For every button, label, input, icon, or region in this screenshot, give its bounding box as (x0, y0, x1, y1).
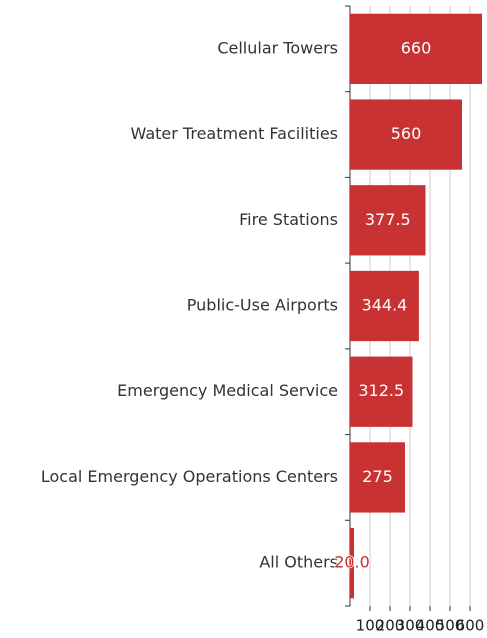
x-tick-label: 100 (356, 617, 385, 635)
value-label: 20.0 (334, 553, 370, 572)
y-tick-label: Emergency Medical Service (117, 381, 338, 400)
value-label: 560 (391, 124, 422, 143)
x-tick-label: 400 (416, 617, 445, 635)
y-tick-label: Water Treatment Facilities (131, 124, 338, 143)
bar (350, 356, 413, 427)
y-tick-label: Fire Stations (239, 210, 338, 229)
x-tick-label: 200 (376, 617, 405, 635)
value-label: 312.5 (358, 381, 404, 400)
bar (350, 13, 482, 84)
y-tick-label: Public-Use Airports (187, 296, 338, 315)
x-tick-label: 600 (456, 617, 485, 635)
bar (350, 270, 419, 342)
y-tick-label: Cellular Towers (217, 38, 338, 57)
bar (350, 99, 462, 170)
y-tick-label: All Others (259, 553, 338, 572)
value-label: 275 (362, 467, 393, 486)
bar (350, 528, 354, 599)
x-tick-label: 300 (396, 617, 425, 635)
y-tick-label: Local Emergency Operations Centers (41, 467, 338, 486)
value-label: 344.4 (362, 296, 408, 315)
bar (350, 185, 426, 256)
value-label: 377.5 (365, 210, 411, 229)
value-label: 660 (401, 38, 432, 57)
bar (350, 442, 405, 513)
x-tick-label: 500 (436, 617, 465, 635)
